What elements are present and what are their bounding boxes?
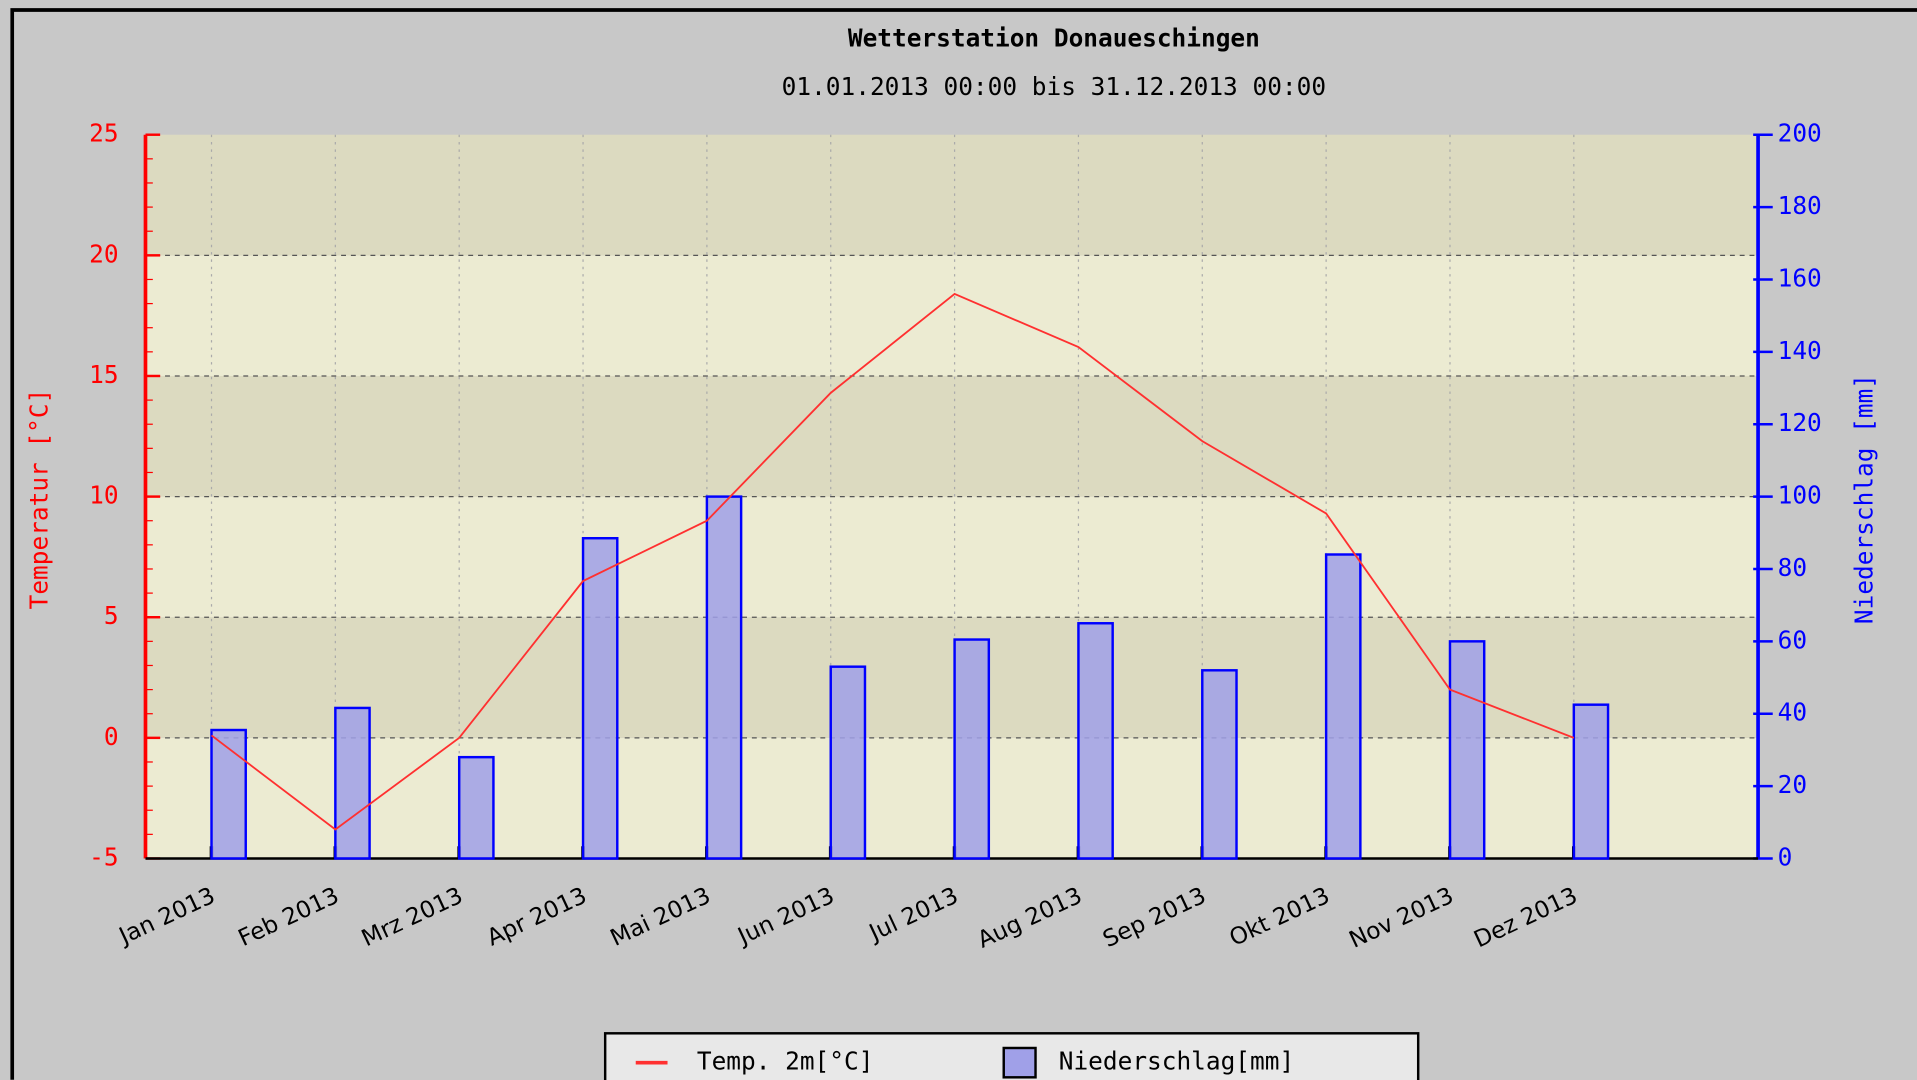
- band: [145, 617, 1759, 738]
- frame: [10, 8, 1917, 1080]
- plot-area: Jan 2013 Feb 2013 Mrz 2013 Apr 2013 Mai 2013…: [89, 119, 1822, 954]
- y2-tick-label: 160: [1778, 263, 1822, 292]
- y2-tick-label: 200: [1778, 119, 1822, 148]
- y2-tick-label: 80: [1778, 553, 1807, 582]
- y-tick-label: 25: [89, 119, 118, 148]
- y2-tick-label: 20: [1778, 770, 1807, 799]
- y2-tick-label: 100: [1778, 481, 1822, 510]
- y2-tick-label: 180: [1778, 191, 1822, 220]
- y-tick-label: 10: [89, 481, 118, 510]
- y2-tick-label: 40: [1778, 698, 1807, 727]
- y2-tick-label: 140: [1778, 336, 1822, 365]
- bar: [210, 728, 247, 860]
- bar: [1324, 553, 1362, 860]
- bar: [1448, 640, 1486, 860]
- band: [145, 375, 1759, 497]
- chart-subtitle: 01.01.2013 00:00 bis 31.12.2013 00:00: [782, 72, 1326, 101]
- bar: [1201, 669, 1238, 860]
- chart-title: Wetterstation Donaueschingen: [848, 23, 1260, 52]
- legend-swatch: [1002, 1046, 1037, 1079]
- legend-label: Niederschlag[mm]: [1059, 1047, 1294, 1076]
- y-tick-label: 0: [104, 722, 119, 751]
- y-tick-label: 15: [89, 360, 118, 389]
- y-tick-label: 5: [104, 601, 119, 630]
- y2-axis-label: Niederschlag [mm]: [1850, 374, 1879, 624]
- y-axis-label: Temperatur [°C]: [24, 389, 53, 610]
- band: [145, 496, 1759, 618]
- y-tick-label: -5: [89, 842, 118, 871]
- bar: [581, 536, 619, 860]
- y2-tick-label: 0: [1778, 842, 1793, 871]
- bar: [334, 706, 371, 860]
- bar: [457, 755, 495, 860]
- legend-label: Temp. 2m[°C]: [697, 1047, 874, 1076]
- bar: [1572, 703, 1610, 860]
- band: [145, 255, 1759, 376]
- y2-tick-label: 60: [1778, 625, 1807, 654]
- bar: [705, 495, 743, 860]
- y-tick-label: 20: [89, 239, 118, 268]
- bar: [829, 665, 867, 860]
- bar: [1077, 622, 1114, 860]
- bar: [953, 638, 991, 860]
- band: [145, 134, 1759, 256]
- line: [210, 292, 1575, 831]
- y2-tick-label: 120: [1778, 408, 1822, 437]
- band: [145, 737, 1759, 859]
